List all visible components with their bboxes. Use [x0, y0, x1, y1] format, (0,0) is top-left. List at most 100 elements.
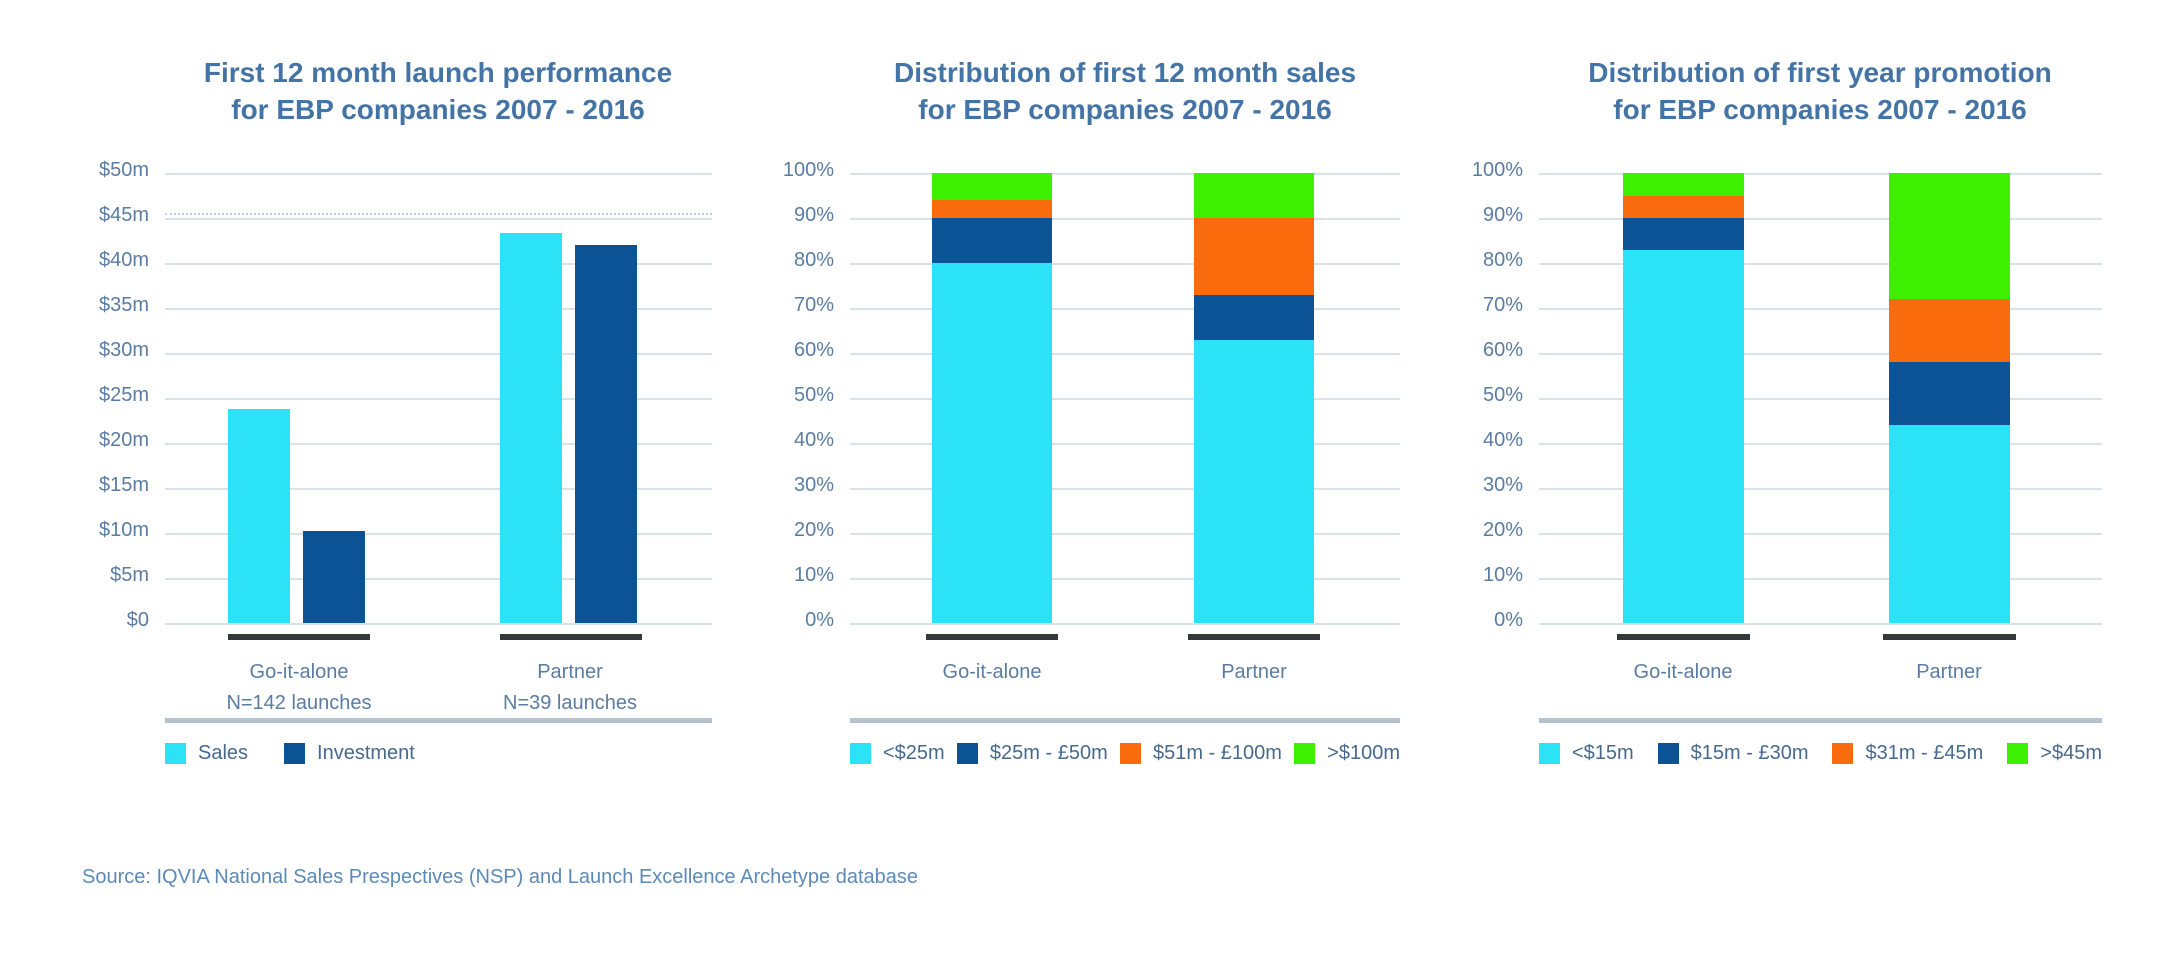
- y-tick-label: $30m: [98, 339, 149, 361]
- y-tick-label: 40%: [793, 429, 834, 451]
- category-label: Go-it-alone N=142 launches: [159, 657, 439, 719]
- chart-title-launch-performance: First 12 month launch performance for EB…: [204, 54, 672, 128]
- y-gridline: [165, 218, 712, 220]
- bar-segment: [1889, 362, 2010, 425]
- y-tick-label: $35m: [98, 294, 149, 316]
- y-gridline: [850, 263, 1400, 265]
- y-gridline: [1539, 623, 2102, 625]
- chart-title-line: for EBP companies 2007 - 2016: [231, 94, 645, 125]
- y-tick-label: 80%: [793, 249, 834, 271]
- legend-swatch: [956, 743, 978, 764]
- category-label-line: Partner: [537, 661, 603, 683]
- legend-swatch: [1294, 743, 1316, 764]
- y-tick-label: 90%: [793, 204, 834, 226]
- legend-swatch: [1539, 743, 1560, 764]
- y-tick-label: 30%: [793, 474, 834, 496]
- legend-label: $15m - £30m: [1690, 742, 1809, 764]
- y-gridline: [165, 443, 712, 445]
- y-gridline: [850, 443, 1400, 445]
- bar-segment: [1194, 295, 1314, 340]
- y-tick-label: $15m: [98, 474, 149, 496]
- legend-swatch: [1657, 743, 1679, 764]
- y-tick-label: $5m: [110, 564, 149, 586]
- legend-label: Sales: [198, 742, 249, 764]
- category-label-line: Partner: [1916, 661, 1982, 683]
- category-label: Go-it-alone: [852, 657, 1132, 688]
- y-tick-label: $0: [126, 609, 149, 631]
- bar: [500, 233, 562, 623]
- y-tick-label: 100%: [1471, 159, 1523, 181]
- category-label: Go-it-alone: [1543, 657, 1823, 688]
- bar-segment: [1889, 299, 2010, 362]
- y-gridline: [165, 308, 712, 310]
- category-label-line: N=142 launches: [226, 692, 372, 714]
- y-tick-label: 50%: [1482, 384, 1523, 406]
- legend-swatch: [850, 743, 871, 764]
- legend-label: <$25m: [883, 742, 945, 764]
- category-label-line: Go-it-alone: [1633, 661, 1733, 683]
- chart-title-promotion-distribution: Distribution of first year promotion for…: [1588, 54, 2052, 128]
- chart-title-line: Distribution of first year promotion: [1588, 57, 2052, 88]
- y-gridline: [1539, 173, 2102, 175]
- legend-item: >$45m: [2007, 742, 2102, 765]
- y-tick-label: 20%: [1482, 519, 1523, 541]
- y-gridline: [1539, 488, 2102, 490]
- legend-swatch: [284, 743, 306, 764]
- y-tick-label: $45m: [98, 204, 149, 226]
- dashed-gridline: [165, 213, 712, 215]
- y-gridline: [165, 173, 712, 175]
- y-tick-label: 10%: [793, 564, 834, 586]
- y-tick-label: $50m: [98, 159, 149, 181]
- category-underline: [1188, 634, 1320, 640]
- legend: <$25m $25m - £50m $51m - £100m >$100m: [850, 742, 1400, 765]
- y-gridline: [1539, 353, 2102, 355]
- category-underline: [1883, 634, 2016, 640]
- y-gridline: [850, 308, 1400, 310]
- bar: [303, 531, 365, 623]
- y-tick-label: $25m: [98, 384, 149, 406]
- category-label-line: Go-it-alone: [942, 661, 1042, 683]
- y-tick-label: 70%: [793, 294, 834, 316]
- bar-segment: [1889, 425, 2010, 623]
- legend-swatch: [165, 743, 186, 764]
- y-gridline: [165, 488, 712, 490]
- chart-title-line: for EBP companies 2007 - 2016: [1613, 94, 2027, 125]
- y-gridline: [1539, 218, 2102, 220]
- y-gridline: [1539, 578, 2102, 580]
- bar-segment: [932, 218, 1052, 263]
- category-underline: [500, 634, 642, 640]
- bar-segment: [1623, 196, 1744, 218]
- y-gridline: [1539, 398, 2102, 400]
- legend-item: $51m - £100m: [1119, 742, 1282, 765]
- category-label: Partner: [1809, 657, 2089, 688]
- legend-label: >$45m: [2040, 742, 2102, 764]
- y-tick-label: 0%: [1494, 609, 1523, 631]
- category-underline: [228, 634, 370, 640]
- legend-item: $31m - £45m: [1832, 742, 1983, 765]
- chart-title-line: for EBP companies 2007 - 2016: [918, 94, 1332, 125]
- legend-swatch: [1119, 743, 1141, 764]
- legend-label: >$100m: [1327, 742, 1400, 764]
- legend-label: Investment: [317, 742, 415, 764]
- bar-segment: [932, 263, 1052, 623]
- category-label-line: Partner: [1221, 661, 1287, 683]
- legend-label: $25m - £50m: [989, 742, 1108, 764]
- y-gridline: [1539, 308, 2102, 310]
- y-tick-label: 20%: [793, 519, 834, 541]
- y-gridline: [1539, 443, 2102, 445]
- legend: Sales Investment: [165, 742, 712, 765]
- bar-segment: [1194, 340, 1314, 623]
- y-tick-label: 60%: [1482, 339, 1523, 361]
- y-tick-label: $40m: [98, 249, 149, 271]
- y-gridline: [850, 578, 1400, 580]
- y-tick-label: $10m: [98, 519, 149, 541]
- legend-divider: [1539, 718, 2102, 723]
- bar: [575, 245, 637, 623]
- y-gridline: [850, 173, 1400, 175]
- y-gridline: [850, 533, 1400, 535]
- y-gridline: [850, 398, 1400, 400]
- bar-segment: [1889, 173, 2010, 299]
- legend-label: <$15m: [1572, 742, 1634, 764]
- y-gridline: [165, 578, 712, 580]
